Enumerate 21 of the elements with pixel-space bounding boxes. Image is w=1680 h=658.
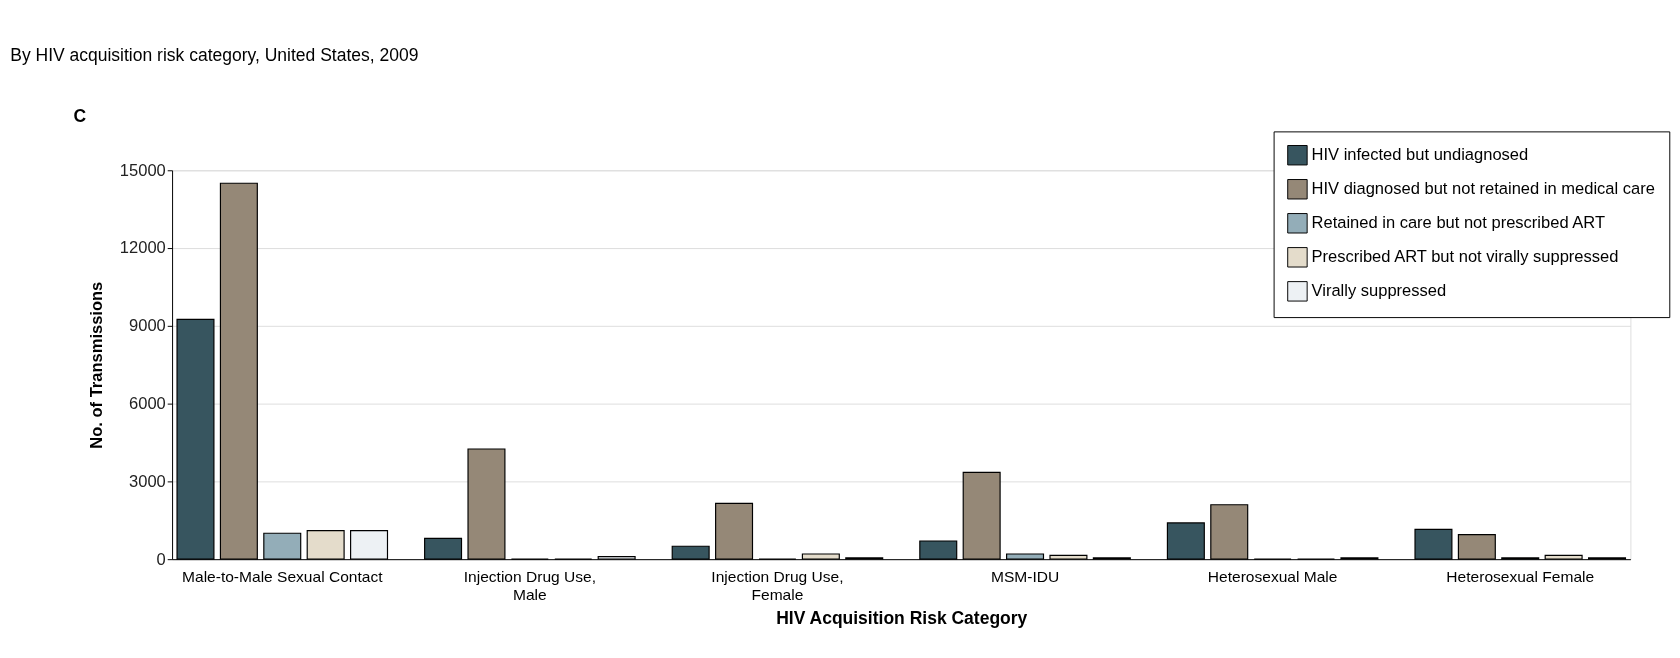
legend-label: Retained in care but not prescribed ART [1311,213,1606,233]
y-tick-label: 15000 [119,160,166,180]
legend-label: Virally suppressed [1311,281,1447,301]
y-tick-label: 6000 [129,393,166,413]
legend-label: Prescribed ART but not virally suppressed [1311,247,1619,267]
x-tick-label: Male-to-Male Sexual Contact [182,568,384,586]
text: C [73,105,87,126]
y-tick-label: 0 [156,549,166,569]
y-tick-label: 12000 [119,238,166,258]
x-tick-label: Injection Drug Use, Female [711,568,844,603]
y-tick-label: 3000 [129,471,166,491]
x-tick-label: Injection Drug Use, Male [463,568,596,603]
x-tick-label: MSM-IDU [990,568,1060,586]
legend-label: HIV diagnosed but not retained in medical care [1311,179,1655,199]
chart-title: By HIV acquisition risk category, United States, 2009 [10,45,419,66]
x-tick-label: Heterosexual Male [1207,568,1338,586]
x-axis-title: HIV Acquisition Risk Category [776,607,1028,628]
y-tick-label: 9000 [129,316,166,336]
y-axis-title: No. of Transmissions [87,281,107,449]
legend-label: HIV infected but undiagnosed [1311,145,1529,165]
x-tick-label: Heterosexual Female [1446,568,1595,586]
